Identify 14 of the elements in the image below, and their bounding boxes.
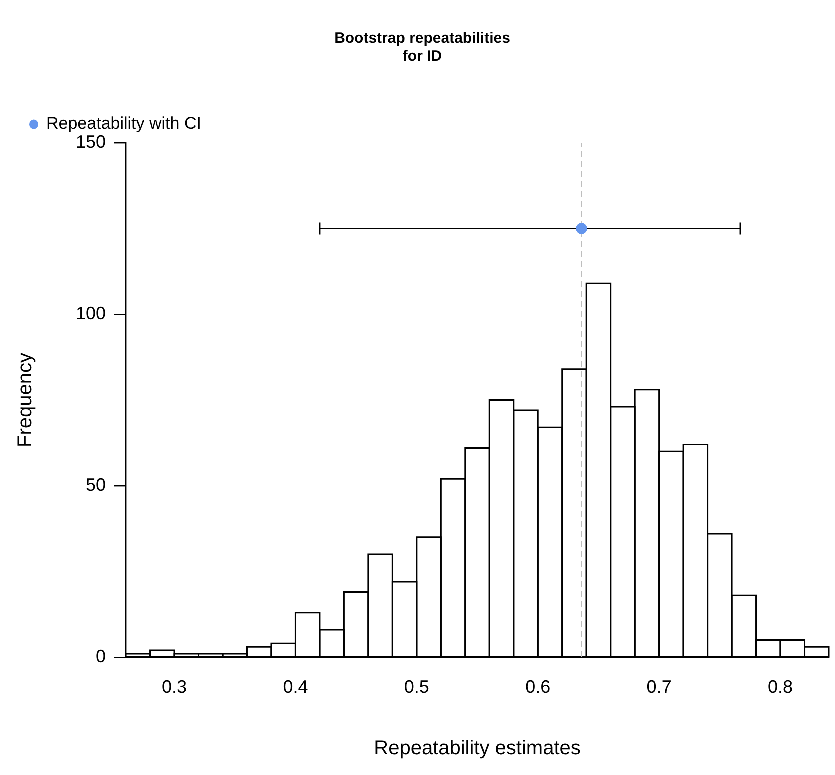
y-tick-label: 150 — [76, 132, 106, 152]
x-tick-label: 0.3 — [162, 677, 188, 698]
y-tick-label: 0 — [96, 646, 106, 666]
chart-title: Bootstrap repeatabilities for ID — [334, 30, 510, 66]
x-tick-label: 0.7 — [646, 677, 672, 698]
x-tick-label: 0.8 — [768, 677, 794, 698]
y-tick-label: 100 — [76, 303, 106, 324]
legend-label: Repeatability with CI — [46, 114, 202, 134]
x-axis-title: Repeatability estimates — [374, 738, 581, 760]
x-tick-label: 0.4 — [283, 677, 308, 698]
y-axis-title: Frequency — [14, 352, 37, 448]
x-tick-label: 0.5 — [404, 677, 430, 698]
x-tick-label: 0.6 — [526, 677, 551, 698]
y-tick-label: 50 — [86, 474, 106, 495]
